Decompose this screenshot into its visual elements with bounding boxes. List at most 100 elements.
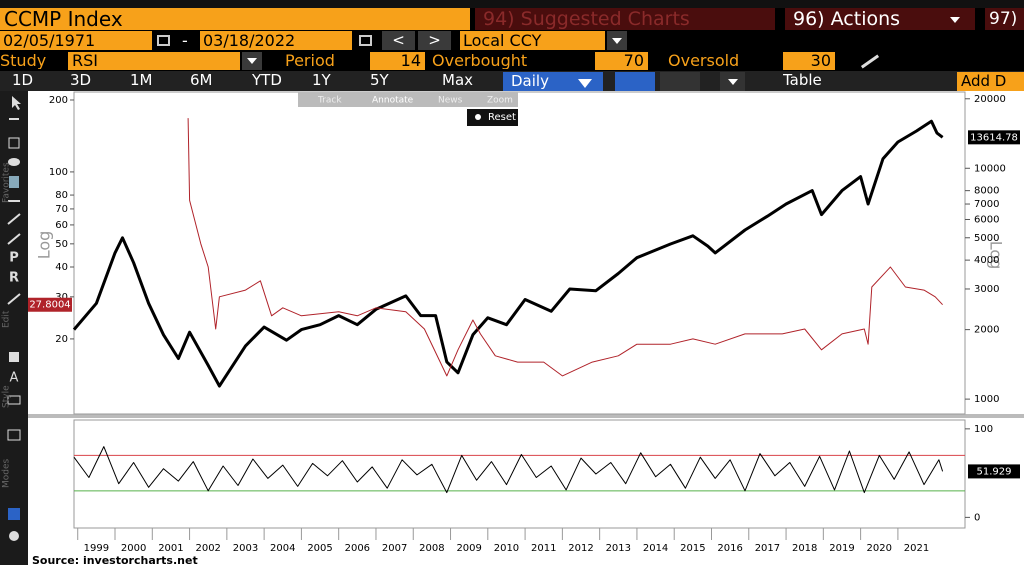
table-button[interactable]: Table — [783, 73, 822, 88]
left-axis-label: Log — [35, 231, 54, 260]
y2-tick-label: 8000 — [974, 186, 999, 197]
overbought[interactable]: 70 — [595, 52, 648, 70]
tool-button[interactable]: Annotate — [372, 96, 414, 106]
range-tab[interactable]: YTD — [252, 73, 282, 88]
start-date[interactable]: 02/05/1971 — [0, 31, 152, 50]
chart-bg — [28, 91, 1024, 565]
x-tick-label: 2020 — [867, 543, 892, 554]
last-value-label: 13614.78 — [970, 132, 1018, 143]
tool-button[interactable]: Zoom — [487, 96, 513, 106]
r-icon[interactable]: R — [9, 271, 19, 286]
suggested-charts[interactable]: 94) Suggested Charts — [475, 8, 775, 30]
x-tick-label: 2016 — [717, 543, 742, 554]
x-tick-label: 2006 — [345, 543, 370, 554]
sidebar-label: Modes — [2, 458, 12, 488]
y-tick-label: 30 — [55, 292, 68, 303]
period[interactable]: 14 — [370, 52, 425, 70]
y2-tick-label: 0 — [974, 512, 980, 523]
font-icon[interactable]: A — [10, 371, 19, 386]
pointer-icon[interactable] — [12, 96, 21, 110]
x-tick-label: 2001 — [158, 543, 183, 554]
p-icon[interactable]: P — [9, 251, 19, 266]
x-tick-label: 2009 — [456, 543, 481, 554]
bar-style-button[interactable] — [660, 72, 700, 91]
reset-icon — [475, 114, 481, 120]
x-tick-label: 2011 — [531, 543, 556, 554]
last-value-tag — [28, 297, 72, 312]
calendar-icon[interactable] — [157, 35, 170, 46]
overbought-label: Overbought — [432, 53, 528, 69]
y2-tick-label: 5000 — [974, 233, 999, 244]
calendar-icon[interactable] — [359, 35, 372, 46]
frequency-label[interactable]: Daily — [511, 74, 549, 89]
sidebar — [0, 91, 28, 565]
y-tick-label: 80 — [55, 190, 68, 201]
currency[interactable]: Local CCY — [460, 31, 605, 50]
last-value-label: 27.8004 — [29, 300, 70, 311]
color-icon[interactable] — [8, 508, 20, 520]
main-frame — [73, 91, 966, 415]
x-tick-label: 2000 — [121, 543, 146, 554]
next-button[interactable]: > — [418, 31, 451, 50]
trend-icon[interactable] — [7, 213, 21, 225]
trash-icon[interactable] — [9, 352, 19, 362]
range-tab[interactable]: 5Y — [370, 73, 389, 88]
style-icon[interactable] — [7, 395, 21, 405]
period-label: Period — [285, 53, 335, 69]
tool-strip: Track Annotate News Zoom Reset — [298, 92, 518, 126]
dropdown-arrow — [612, 38, 622, 44]
last-value-label: 51.929 — [977, 466, 1012, 477]
y2-tick-label: 4000 — [974, 255, 999, 266]
text-icon[interactable] — [8, 137, 20, 149]
study-name[interactable]: RSI — [68, 52, 240, 70]
x-tick-label: 2002 — [195, 543, 220, 554]
pen-icon[interactable] — [7, 293, 21, 305]
settings-icon[interactable] — [9, 531, 19, 541]
dropdown-arrow — [247, 58, 257, 64]
reset-button[interactable]: Reset — [488, 112, 516, 123]
line-icon[interactable] — [8, 200, 20, 202]
x-tick-label: 2015 — [680, 543, 705, 554]
fib-icon[interactable] — [9, 176, 19, 188]
tool-button[interactable]: Track — [317, 96, 342, 106]
security[interactable]: CCMP Index — [0, 8, 470, 30]
reset-bg[interactable] — [467, 109, 518, 126]
rsi-frame — [73, 419, 966, 529]
sidebar-label: Edit — [2, 310, 12, 328]
range-tab[interactable]: 1Y — [312, 73, 331, 88]
add-button[interactable]: Add D — [957, 72, 1024, 91]
actions-more[interactable]: 97) — [985, 8, 1024, 30]
brush-icon[interactable] — [7, 233, 21, 245]
study-label: Study — [0, 53, 47, 69]
draw-icon[interactable] — [9, 118, 19, 120]
range-tab[interactable]: 6M — [190, 73, 213, 88]
range-tab[interactable]: 1M — [130, 73, 153, 88]
series-line — [187, 118, 943, 377]
y-tick-label: 20 — [55, 334, 68, 345]
x-tick-label: 2021 — [904, 543, 929, 554]
y-tick-label: 200 — [49, 95, 68, 106]
range-tab[interactable]: Max — [442, 73, 474, 88]
divider — [28, 414, 1024, 418]
x-tick-label: 2010 — [494, 543, 519, 554]
actions[interactable]: 96) Actions — [785, 8, 975, 30]
prev-button[interactable]: < — [382, 31, 415, 50]
grid-icon[interactable] — [7, 429, 21, 441]
right-axis-label: Log — [987, 241, 1006, 270]
y2-tick-label: 10000 — [974, 163, 1006, 174]
tool-strip-bg — [298, 92, 518, 107]
ellipse-icon[interactable] — [8, 158, 20, 166]
series-line — [72, 119, 944, 388]
end-date[interactable]: 03/18/2022 — [200, 31, 352, 50]
oversold[interactable]: 30 — [783, 52, 835, 70]
range-tab[interactable]: 1D — [12, 73, 34, 88]
y-tick-label: 60 — [55, 220, 68, 231]
sidebar-icons: P R A — [7, 96, 21, 541]
range-tab[interactable]: 3D — [70, 73, 92, 88]
x-tick-label: 2017 — [755, 543, 780, 554]
line-style-button[interactable] — [615, 72, 655, 91]
x-tick-label: 2004 — [270, 543, 295, 554]
tool-button[interactable]: News — [438, 96, 463, 106]
